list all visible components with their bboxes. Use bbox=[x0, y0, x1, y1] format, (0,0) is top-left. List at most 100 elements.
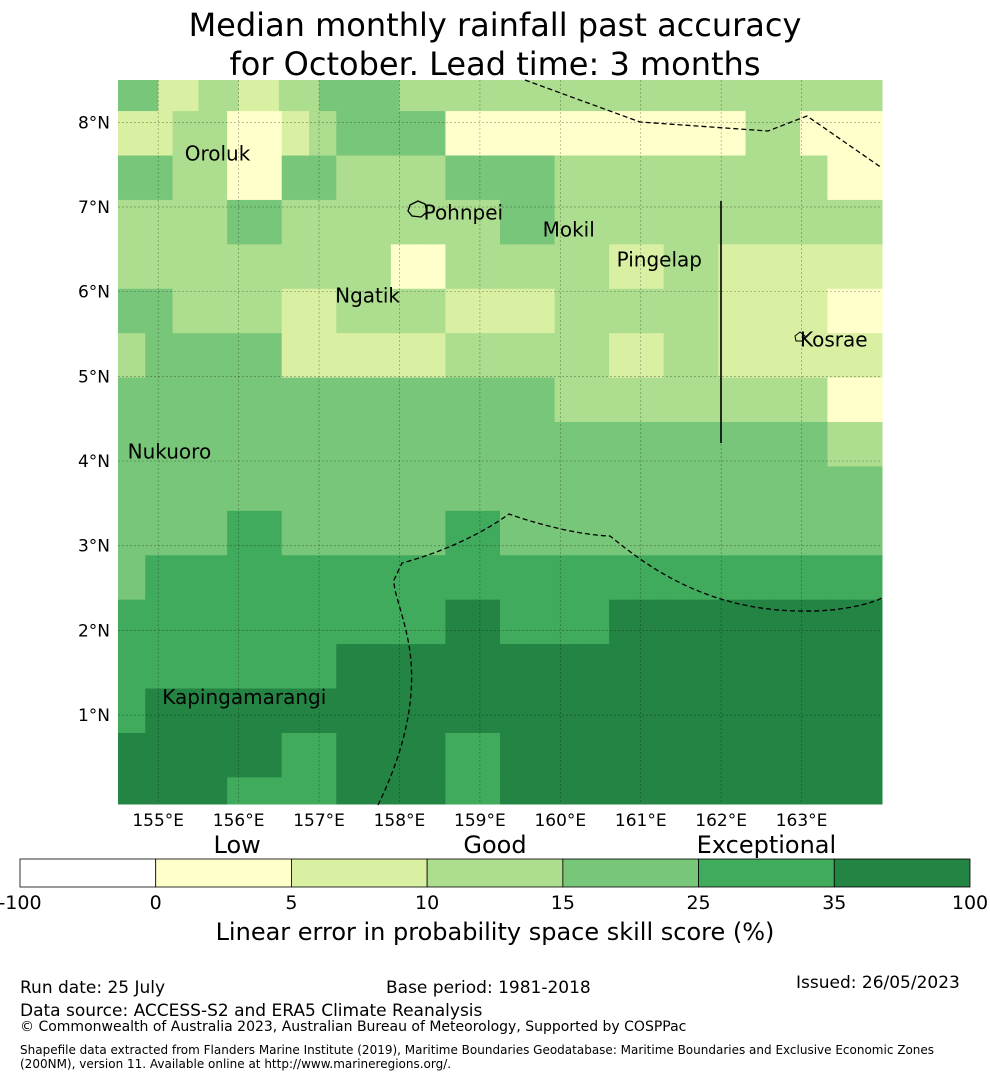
y-tick-label: 1°N bbox=[78, 706, 110, 726]
place-label: Oroluk bbox=[185, 141, 251, 165]
skill-cell bbox=[691, 333, 719, 379]
skill-cell bbox=[145, 688, 174, 734]
skill-cell bbox=[145, 333, 174, 379]
skill-cell bbox=[418, 599, 446, 645]
skill-cell bbox=[172, 644, 201, 690]
skill-cell bbox=[527, 111, 556, 157]
skill-cell bbox=[663, 599, 692, 645]
skill-cell bbox=[390, 688, 419, 734]
skill-cell bbox=[309, 377, 337, 423]
maritime-boundaries bbox=[377, 79, 883, 806]
skill-cell bbox=[609, 377, 637, 423]
skill-cell bbox=[691, 777, 719, 805]
skill-cell bbox=[172, 244, 201, 290]
skill-cell bbox=[281, 555, 310, 601]
skill-cell bbox=[527, 777, 556, 805]
skill-cell bbox=[827, 777, 856, 805]
skill-cell bbox=[418, 377, 446, 423]
skill-cell bbox=[691, 422, 719, 467]
skill-cell bbox=[363, 466, 392, 512]
skill-cell bbox=[445, 555, 474, 601]
skill-cell bbox=[718, 111, 747, 157]
skill-cell bbox=[691, 288, 719, 334]
skill-cell bbox=[609, 732, 637, 778]
skill-cell bbox=[854, 422, 883, 467]
skill-grid bbox=[118, 80, 883, 805]
skill-cell bbox=[145, 288, 174, 334]
skill-cell bbox=[640, 80, 682, 112]
skill-cell bbox=[281, 244, 310, 290]
skill-cell bbox=[254, 422, 283, 467]
skill-cell bbox=[554, 466, 583, 512]
skill-cell bbox=[745, 688, 774, 734]
skill-cell bbox=[445, 777, 474, 805]
skill-cell bbox=[500, 111, 528, 157]
x-tick-label: 155°E bbox=[132, 811, 184, 831]
skill-cell bbox=[772, 155, 801, 201]
skill-cell bbox=[145, 599, 174, 645]
skill-cell bbox=[772, 688, 801, 734]
skill-cell bbox=[118, 777, 146, 805]
skill-cell bbox=[800, 644, 828, 690]
skill-cell bbox=[254, 599, 283, 645]
skill-cell bbox=[198, 80, 240, 112]
skill-cell bbox=[309, 466, 337, 512]
skill-cell bbox=[800, 377, 828, 423]
skill-cell bbox=[854, 155, 883, 201]
skill-cell bbox=[554, 288, 583, 334]
skill-cell bbox=[199, 199, 228, 245]
skill-cell bbox=[636, 155, 665, 201]
title-line-2: for October. Lead time: 3 months bbox=[229, 45, 761, 83]
skill-cell bbox=[827, 599, 856, 645]
skill-cell bbox=[718, 199, 747, 245]
place-label: Mokil bbox=[543, 218, 595, 242]
skill-cell bbox=[663, 422, 692, 467]
skill-cell bbox=[500, 333, 528, 379]
skill-cell bbox=[390, 111, 419, 157]
skill-cell bbox=[800, 732, 828, 778]
skill-cell bbox=[854, 111, 883, 157]
skill-cell bbox=[500, 288, 528, 334]
skill-cell bbox=[390, 377, 419, 423]
skill-cell bbox=[527, 555, 556, 601]
skill-cell bbox=[418, 510, 446, 556]
skill-cell bbox=[472, 422, 501, 467]
skill-cell bbox=[309, 199, 337, 245]
skill-cell bbox=[227, 510, 255, 556]
skill-cell bbox=[581, 111, 610, 157]
skill-cell bbox=[663, 155, 692, 201]
x-tick-label: 156°E bbox=[213, 811, 265, 831]
skill-cell bbox=[854, 777, 883, 805]
skill-cell bbox=[363, 555, 392, 601]
skill-cell bbox=[663, 688, 692, 734]
skill-cell bbox=[554, 510, 583, 556]
skill-cell bbox=[336, 466, 365, 512]
colorbar-swatch bbox=[291, 858, 428, 888]
skill-cell bbox=[281, 199, 310, 245]
colorbar-tick-label: 35 bbox=[822, 892, 846, 914]
skill-cell bbox=[199, 599, 228, 645]
skill-cell bbox=[336, 555, 365, 601]
skill-cell bbox=[636, 333, 665, 379]
skill-cell bbox=[172, 422, 201, 467]
skill-cell bbox=[527, 510, 556, 556]
skill-cell bbox=[172, 510, 201, 556]
colorbar-swatch bbox=[562, 858, 699, 888]
skill-cell bbox=[254, 155, 283, 201]
skill-cell bbox=[445, 644, 474, 690]
copyright-notice: © Commonwealth of Australia 2023, Austra… bbox=[20, 1019, 687, 1035]
title-line-1: Median monthly rainfall past accuracy bbox=[188, 6, 802, 44]
skill-cell bbox=[745, 466, 774, 512]
skill-cell bbox=[745, 599, 774, 645]
skill-cell bbox=[636, 244, 665, 290]
skill-cell bbox=[827, 555, 856, 601]
skill-cell bbox=[854, 377, 883, 423]
skill-cell bbox=[581, 422, 610, 467]
skill-cell bbox=[827, 199, 856, 245]
eez-boundary-north bbox=[524, 79, 883, 169]
skill-cell bbox=[254, 377, 283, 423]
skill-cell bbox=[399, 80, 441, 112]
skill-cell bbox=[854, 510, 883, 556]
skill-cell bbox=[663, 199, 692, 245]
skill-cell bbox=[445, 422, 474, 467]
